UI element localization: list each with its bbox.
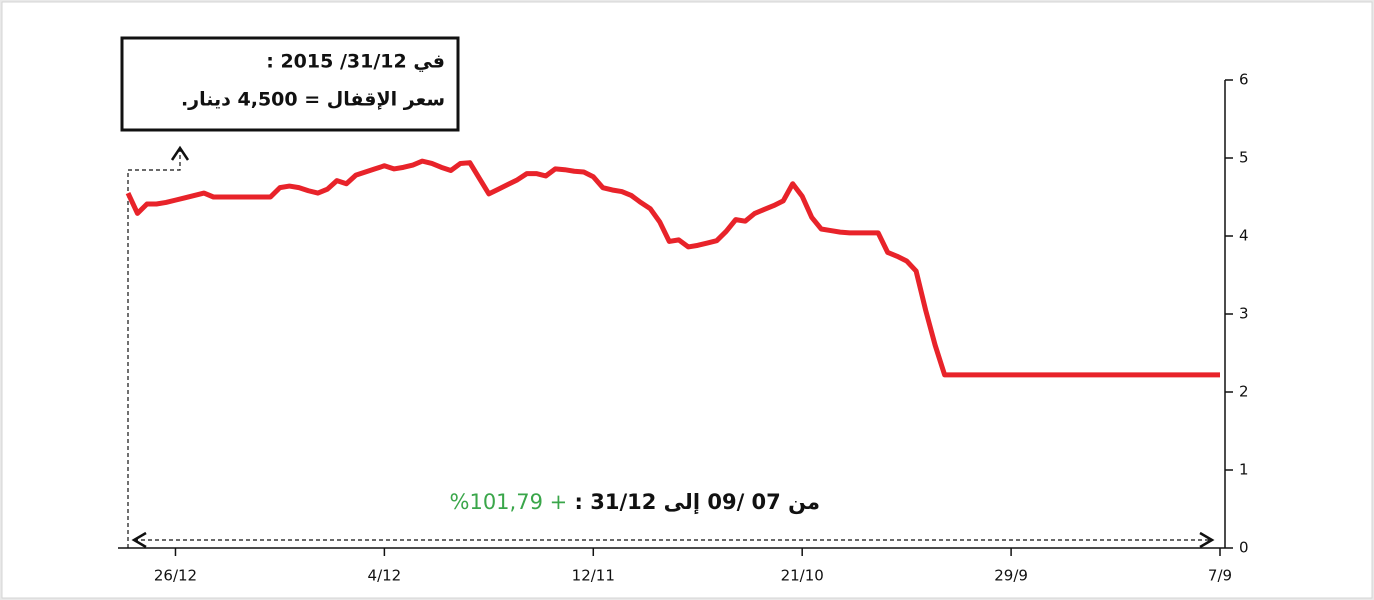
x-tick-label: 7/9: [1208, 567, 1232, 585]
y-tick-label: 1: [1239, 461, 1249, 479]
range-annotation: من 07 /09 إلى 31/12 : + 101,79%: [449, 490, 820, 514]
y-tick-label: 3: [1239, 305, 1249, 323]
range-text: من 07 /09 إلى 31/12 :: [567, 490, 820, 514]
arrow-head: [170, 145, 190, 161]
x-tick-label: 26/12: [154, 567, 197, 585]
annotation-date: في 31/12/ 2015 :: [266, 51, 445, 73]
y-tick-label: 2: [1239, 383, 1249, 401]
y-tick-label: 5: [1239, 149, 1249, 167]
x-tick-label: 4/12: [368, 567, 402, 585]
price-line: [125, 158, 1220, 378]
y-tick-label: 0: [1239, 539, 1249, 557]
change-text: + 101,79%: [449, 490, 567, 514]
dashed-connector: [127, 150, 181, 548]
x-tick-label: 29/9: [994, 567, 1028, 585]
x-tick-label: 12/11: [572, 567, 615, 585]
range-arrow-heads: [131, 531, 1215, 549]
annotation-box: [120, 36, 460, 132]
y-tick-label: 6: [1239, 71, 1249, 89]
x-tick-label: 21/10: [781, 567, 824, 585]
annotation-close: سعر الإقفال = 4,500 دينار.: [181, 89, 445, 111]
y-tick-label: 4: [1239, 227, 1249, 245]
